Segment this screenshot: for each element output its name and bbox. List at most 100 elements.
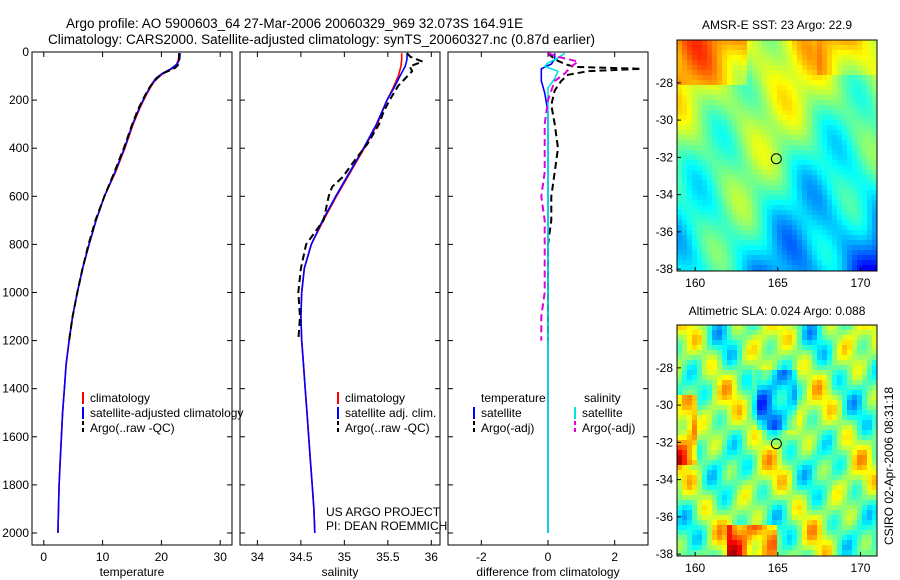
heatmap-cell — [797, 70, 803, 76]
heatmap-cell — [837, 335, 843, 341]
legend-label-satellite: satellite-adjusted climatology — [90, 406, 243, 420]
heatmap-cell — [732, 540, 738, 546]
heatmap-cell — [692, 425, 698, 431]
heatmap-cell — [772, 410, 778, 416]
heatmap-cell — [867, 265, 873, 271]
heatmap-cell — [802, 60, 808, 66]
heatmap-cell — [732, 115, 738, 121]
heatmap-cell — [832, 130, 838, 136]
heatmap-cell — [722, 490, 728, 496]
heatmap-cell — [797, 425, 803, 431]
heatmap-cell — [842, 65, 848, 71]
heatmap-cell — [677, 415, 683, 421]
heatmap-cell — [772, 325, 778, 331]
heatmap-cell — [702, 485, 708, 491]
heatmap-cell — [852, 90, 858, 96]
heatmap-cell — [682, 475, 688, 481]
heatmap-cell — [872, 70, 878, 76]
heatmap-cell — [737, 375, 743, 381]
heatmap-cell — [822, 525, 828, 531]
heatmap-cell — [747, 125, 753, 131]
heatmap-cell — [837, 255, 843, 261]
heatmap-cell — [817, 400, 823, 406]
heatmap-cell — [827, 405, 833, 411]
heatmap-cell — [847, 140, 853, 146]
heatmap-cell — [827, 175, 833, 181]
heatmap-cell — [707, 205, 713, 211]
heatmap-cell — [822, 230, 828, 236]
heatmap-cell — [812, 330, 818, 336]
heatmap-cell — [692, 75, 698, 81]
heatmap-cell — [712, 185, 718, 191]
heatmap-cell — [812, 155, 818, 161]
heatmap-cell — [757, 370, 763, 376]
heatmap-cell — [692, 330, 698, 336]
heatmap-cell — [742, 200, 748, 206]
heatmap-cell — [762, 360, 768, 366]
heatmap-cell — [772, 260, 778, 266]
heatmap-cell — [797, 495, 803, 501]
heatmap-cell — [697, 520, 703, 526]
heatmap-cell — [817, 110, 823, 116]
heatmap-cell — [837, 190, 843, 196]
heatmap-cell — [712, 75, 718, 81]
heatmap-cell — [702, 255, 708, 261]
heatmap-cell — [807, 190, 813, 196]
heatmap-cell — [802, 515, 808, 521]
heatmap-cell — [677, 530, 683, 536]
heatmap-cell — [722, 210, 728, 216]
heatmap-cell — [802, 175, 808, 181]
heatmap-cell — [727, 50, 733, 56]
heatmap-cell — [712, 180, 718, 186]
heatmap-cell — [767, 440, 773, 446]
heatmap-cell — [862, 470, 868, 476]
heatmap-cell — [767, 165, 773, 171]
heatmap-cell — [792, 145, 798, 151]
heatmap-cell — [842, 395, 848, 401]
heatmap-cell — [677, 75, 683, 81]
heatmap-cell — [727, 365, 733, 371]
heatmap-cell — [787, 470, 793, 476]
heatmap-cell — [817, 120, 823, 126]
heatmap-cell — [797, 340, 803, 346]
heatmap-cell — [752, 205, 758, 211]
heatmap-cell — [857, 525, 863, 531]
heatmap-cell — [732, 195, 738, 201]
heatmap-cell — [782, 75, 788, 81]
heatmap-cell — [847, 415, 853, 421]
heatmap-cell — [762, 355, 768, 361]
heatmap-cell — [712, 375, 718, 381]
heatmap-cell — [717, 40, 723, 46]
heatmap-cell — [692, 490, 698, 496]
heatmap-cell — [812, 175, 818, 181]
heatmap-cell — [822, 240, 828, 246]
heatmap-cell — [792, 90, 798, 96]
heatmap-cell — [817, 200, 823, 206]
y-tick-label: 1800 — [2, 478, 29, 492]
heatmap-cell — [862, 165, 868, 171]
heatmap-cell — [812, 50, 818, 56]
heatmap-cell — [737, 400, 743, 406]
heatmap-cell — [867, 190, 873, 196]
heatmap-cell — [797, 530, 803, 536]
heatmap-cell — [817, 245, 823, 251]
heatmap-cell — [702, 420, 708, 426]
heatmap-cell — [872, 530, 878, 536]
heatmap-cell — [682, 230, 688, 236]
heatmap-cell — [802, 400, 808, 406]
heatmap-cell — [737, 550, 743, 556]
heatmap-cell — [737, 430, 743, 436]
heatmap-cell — [857, 340, 863, 346]
heatmap-cell — [737, 395, 743, 401]
heatmap-cell — [757, 175, 763, 181]
heatmap-cell — [772, 55, 778, 61]
heatmap-cell — [707, 185, 713, 191]
heatmap-cell — [722, 420, 728, 426]
heatmap-cell — [872, 45, 878, 51]
heatmap-cell — [837, 370, 843, 376]
heatmap-cell — [757, 515, 763, 521]
heatmap-cell — [777, 50, 783, 56]
heatmap-cell — [722, 215, 728, 221]
heatmap-cell — [697, 110, 703, 116]
heatmap-cell — [702, 370, 708, 376]
